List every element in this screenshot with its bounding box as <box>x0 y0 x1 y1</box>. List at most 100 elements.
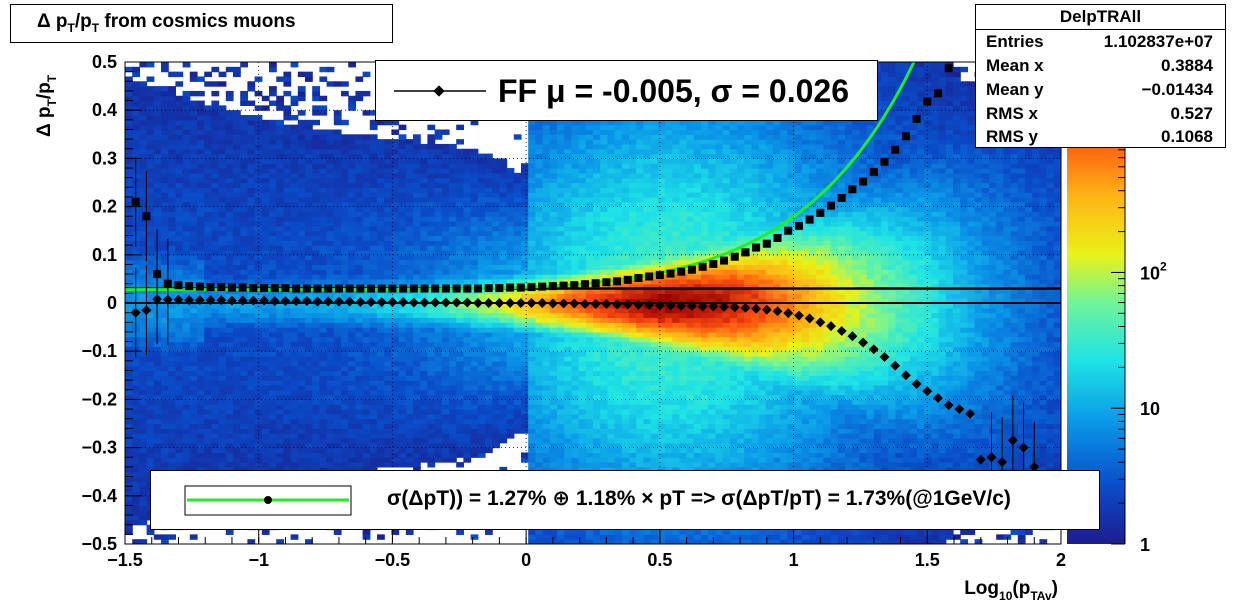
y-tick-label: 0.2 <box>92 197 117 217</box>
profile-point-square <box>655 271 664 280</box>
profile-point-diamond <box>227 295 237 306</box>
profile-point-square <box>441 284 450 293</box>
profile-point-square <box>548 282 557 291</box>
stats-name: DelpTRAll <box>976 5 1225 30</box>
profile-point-square <box>923 97 932 106</box>
z-tick-label: 1 <box>1140 535 1150 555</box>
profile-point-square <box>880 157 889 166</box>
profile-point-diamond <box>676 300 687 311</box>
profile-point-diamond <box>269 296 280 307</box>
profile-point-diamond <box>847 331 858 342</box>
x-tick-label: −1.5 <box>107 550 143 570</box>
profile-point-diamond <box>900 370 911 381</box>
y-tick-label: −0.1 <box>81 341 117 361</box>
profile-point-diamond <box>911 379 922 389</box>
legend-fit-box: σ(ΔpT)) = 1.27% ⊕ 1.18% × pT => σ(ΔpT/pT… <box>150 470 1100 530</box>
profile-point-diamond <box>376 297 387 307</box>
profile-point-square <box>313 284 322 293</box>
profile-point-diamond <box>483 298 494 308</box>
profile-point-square <box>784 226 793 235</box>
profile-point-diamond <box>922 386 933 397</box>
profile-point-square <box>238 283 247 292</box>
profile-point-square <box>741 248 750 257</box>
profile-point-square <box>859 177 868 186</box>
profile-point-square <box>687 265 696 274</box>
profile-point-diamond <box>408 297 419 308</box>
profile-point-diamond <box>569 298 580 309</box>
profile-point-diamond <box>590 299 601 309</box>
profile-point-square <box>816 208 825 217</box>
profile-point-square <box>570 281 579 290</box>
profile-point-square <box>227 283 236 292</box>
profile-point-diamond <box>526 298 537 308</box>
profile-point-diamond <box>793 310 804 321</box>
profile-point-diamond <box>644 299 655 310</box>
profile-point-diamond <box>515 298 526 308</box>
profile-point-diamond <box>344 296 355 307</box>
axes: −1.5 −1 −0.5 0 0.5 1 1.5 2 −0.5 −0.4 −0.3 −0.2 −0.1 0… <box>81 52 1066 570</box>
profile-point-diamond <box>654 300 665 311</box>
profile-point-square <box>869 167 878 176</box>
profile-point-diamond <box>580 299 590 309</box>
profile-point-diamond <box>194 295 205 306</box>
profile-point-square <box>260 284 269 293</box>
legend-ff-marker <box>394 85 486 97</box>
profile-point-square <box>527 283 536 292</box>
profile-point-square <box>367 284 376 293</box>
stats-row: Entries 1.102837e+07 <box>986 32 1213 51</box>
profile-point-square <box>762 239 771 248</box>
profile-point-diamond <box>879 352 890 362</box>
profile-point-square <box>452 284 461 293</box>
profile-point-square <box>837 193 846 202</box>
profile-point-square <box>677 267 686 276</box>
y-tick-label: 0.5 <box>92 52 117 72</box>
profile-point-square <box>559 281 568 290</box>
profile-point-diamond <box>184 295 195 306</box>
profile-point-square <box>848 185 857 194</box>
profile-point-diamond <box>216 295 227 306</box>
profile-point-square <box>249 284 258 293</box>
profile-point-square <box>901 132 910 141</box>
profile-point-diamond <box>301 296 312 307</box>
legend-fit-marker <box>184 485 352 516</box>
profile-point-diamond <box>868 344 879 355</box>
y-tick-label: −0.3 <box>81 438 117 458</box>
profile-point-diamond <box>494 298 505 308</box>
profile-point-square <box>217 283 226 292</box>
profile-point-square <box>506 283 515 292</box>
chart-title-box: Δ pT/pT from cosmics muons <box>10 4 393 43</box>
stats-row: RMS y 0.1068 <box>986 127 1213 146</box>
profile-point-square <box>730 252 739 261</box>
density-map <box>125 62 1061 544</box>
profile-point-square <box>773 233 782 242</box>
profile-point-diamond <box>719 301 729 312</box>
profile-point-diamond <box>248 295 259 306</box>
y-tick-label: −0.4 <box>81 486 117 506</box>
profile-point-diamond <box>943 400 954 411</box>
profile-point-diamond <box>740 302 751 313</box>
profile-point-square <box>709 259 718 268</box>
profile-point-diamond <box>323 296 334 307</box>
profile-point-diamond <box>173 294 184 305</box>
profile-point-diamond <box>890 360 901 371</box>
profile-point-square <box>891 145 900 154</box>
x-tick-label: 1 <box>789 550 799 570</box>
profile-point-square <box>623 275 632 284</box>
x-tick-label: −1 <box>248 550 269 570</box>
profile-point-diamond <box>451 297 462 308</box>
profile-point-square <box>666 269 675 278</box>
profile-point-square <box>698 262 707 271</box>
profile-point-square <box>388 284 397 293</box>
profile-point-diamond <box>462 297 473 308</box>
profile-point-diamond <box>783 308 794 319</box>
profile-point-diamond <box>291 296 302 307</box>
profile-point-diamond <box>333 296 344 307</box>
profile-point-square <box>602 278 611 287</box>
profile-point-diamond <box>729 302 740 313</box>
profile-point-diamond <box>954 404 965 414</box>
profile-point-square <box>645 272 654 281</box>
profile-point-diamond <box>975 454 986 465</box>
profile-point-diamond <box>547 298 558 309</box>
profile-point-diamond <box>665 300 676 311</box>
x-tick-label: −0.5 <box>375 550 411 570</box>
